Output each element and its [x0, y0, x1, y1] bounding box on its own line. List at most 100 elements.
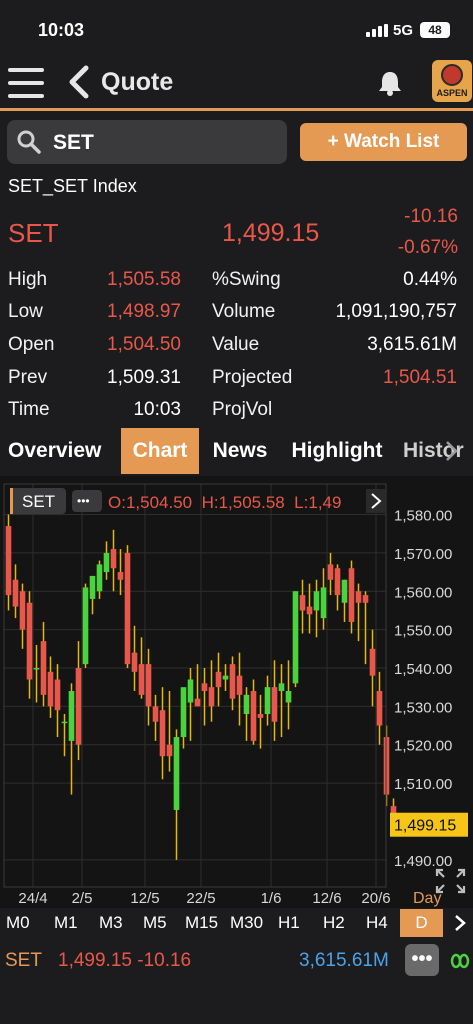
candle-body	[355, 591, 362, 603]
candle	[313, 579, 320, 638]
y-tick-label: 1,510.00	[394, 776, 452, 793]
candle-body	[33, 667, 40, 670]
candle-body	[369, 648, 376, 676]
logo-text: ASPEN	[436, 88, 468, 98]
candle	[180, 687, 187, 749]
candle-body	[236, 675, 243, 695]
candle	[187, 667, 194, 741]
candle-body	[313, 591, 320, 611]
bell-icon[interactable]	[376, 70, 404, 96]
tab-overview[interactable]: Overview	[8, 439, 102, 462]
candle	[243, 687, 250, 741]
candle	[5, 514, 12, 611]
candlestick-chart[interactable]: 1,580.00 1,570.00 1,560.00 1,550.00 1,540.00…	[0, 476, 473, 908]
timeframe-h1[interactable]: H1	[278, 913, 300, 932]
candle-body	[47, 671, 54, 707]
candle	[362, 591, 369, 665]
candle	[327, 552, 334, 596]
battery-icon: 48	[420, 22, 450, 38]
candle	[376, 671, 383, 745]
candle	[257, 694, 264, 749]
search-box[interactable]: SET	[7, 120, 287, 164]
volume-label: Volume	[212, 301, 276, 322]
candle-body	[194, 698, 201, 707]
footer-ticker: SET 1,499.15 -10.16 3,615.61M •••	[0, 938, 473, 1024]
last-price-label: 1,499.15	[394, 818, 456, 835]
fullscreen-icon[interactable]	[435, 868, 466, 894]
candle	[229, 656, 236, 711]
timeframe-d[interactable]: D	[400, 909, 443, 937]
timeframe-m0[interactable]: M0	[6, 913, 30, 932]
candle	[306, 583, 313, 634]
tab-history[interactable]: Histor	[403, 439, 464, 462]
candle	[285, 660, 292, 730]
candle	[278, 664, 285, 738]
chart-symbol: SET	[22, 492, 55, 511]
nav-divider	[0, 108, 473, 111]
x-tick-label: 20/6	[361, 890, 390, 907]
timeframe-h4[interactable]: H4	[366, 913, 388, 932]
candle	[208, 660, 215, 722]
x-tick-label: 22/5	[186, 890, 215, 907]
candle	[131, 625, 138, 692]
battery-level: 48	[428, 23, 442, 37]
candle-body	[250, 691, 257, 741]
chevron-right-icon[interactable]	[452, 913, 468, 933]
back-icon[interactable]	[66, 64, 90, 100]
tab-news[interactable]: News	[212, 439, 268, 462]
candle-body	[292, 591, 299, 684]
timeframe-h2[interactable]: H2	[323, 913, 345, 932]
low-value: 1,498.97	[107, 301, 181, 322]
candle	[173, 729, 180, 860]
candle-body	[138, 664, 145, 695]
timeframe-m3[interactable]: M3	[99, 913, 123, 932]
candle	[117, 549, 124, 596]
signal-icon	[366, 24, 388, 37]
tab-highlight[interactable]: Highlight	[291, 439, 383, 462]
candle	[145, 648, 152, 726]
y-tick-label: 1,570.00	[394, 546, 452, 563]
timeframe-m5[interactable]: M5	[143, 913, 167, 932]
candle	[89, 575, 96, 615]
network-label: 5G	[393, 22, 414, 39]
candle-body	[110, 549, 117, 569]
candle	[369, 629, 376, 707]
brand-logo[interactable]: ASPEN	[432, 60, 472, 102]
candle-body	[243, 694, 250, 715]
high-value: 1,505.58	[107, 269, 181, 290]
chevron-right-icon[interactable]	[441, 439, 461, 463]
candle	[152, 694, 159, 741]
open-value: 1,504.50	[107, 334, 181, 355]
chart-symbol-marker	[10, 488, 13, 514]
y-tick-label: 1,550.00	[394, 623, 452, 640]
footer-symbol[interactable]: SET	[5, 950, 42, 971]
timeframe-m1[interactable]: M1	[54, 913, 78, 932]
candle	[341, 579, 348, 622]
candle	[19, 583, 26, 649]
tab-chart[interactable]: Chart	[121, 428, 199, 474]
status-bar: 10:03 5G 48	[0, 0, 473, 56]
swing-value: 0.44%	[403, 269, 457, 290]
footer-more-button[interactable]: •••	[405, 944, 439, 976]
link-icon[interactable]	[450, 952, 470, 970]
chart-more-icon: •••	[77, 494, 90, 508]
volume-value: 1,091,190,757	[335, 301, 457, 322]
search-icon	[17, 130, 41, 154]
footer-value: 3,615.61M	[299, 950, 389, 971]
chart-symbol-chip[interactable]	[10, 488, 66, 514]
chart-more-button[interactable]	[72, 490, 102, 512]
candle-body	[362, 595, 369, 603]
value-label: Value	[212, 334, 260, 355]
candle-body	[103, 552, 110, 573]
watch-list-button[interactable]: + Watch List	[300, 123, 467, 161]
chart-header-scroll[interactable]	[366, 489, 386, 513]
candle	[96, 560, 103, 599]
timeframe-m15[interactable]: M15	[185, 913, 219, 932]
menu-icon[interactable]	[8, 68, 44, 98]
timeframe-m30[interactable]: M30	[230, 913, 264, 932]
candle	[54, 664, 61, 738]
tab-bar: Overview Chart News Highlight Histor	[0, 428, 473, 474]
search-input[interactable]: SET	[53, 131, 94, 154]
candle-body	[201, 683, 208, 692]
chevron-right-icon[interactable]	[371, 493, 382, 509]
